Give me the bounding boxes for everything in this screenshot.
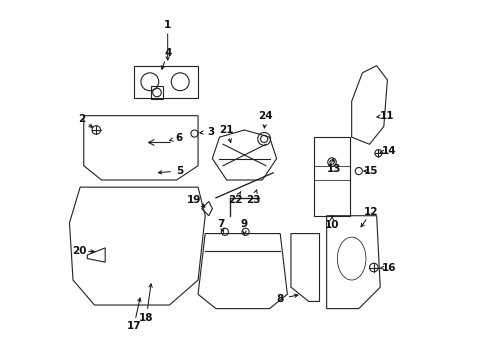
Text: 6: 6 — [176, 133, 183, 143]
Text: 18: 18 — [139, 312, 153, 323]
Bar — [134, 66, 198, 98]
Text: 10: 10 — [324, 220, 339, 230]
Text: 16: 16 — [381, 262, 396, 273]
Text: 5: 5 — [176, 166, 183, 176]
Text: 2: 2 — [78, 114, 85, 124]
Text: 20: 20 — [72, 247, 86, 256]
Text: 8: 8 — [276, 294, 283, 303]
Text: 19: 19 — [187, 195, 201, 204]
Text: 3: 3 — [206, 127, 214, 137]
Text: 21: 21 — [219, 125, 233, 135]
Text: 24: 24 — [257, 111, 272, 121]
Text: 14: 14 — [381, 147, 396, 157]
Text: 9: 9 — [241, 219, 247, 229]
Text: 12: 12 — [364, 207, 378, 217]
Text: 4: 4 — [163, 48, 171, 58]
Bar — [150, 86, 163, 99]
Bar — [313, 137, 349, 216]
Text: 1: 1 — [164, 19, 171, 30]
Text: 11: 11 — [379, 111, 394, 121]
Text: 23: 23 — [245, 195, 260, 204]
Text: 17: 17 — [126, 321, 141, 332]
Text: 7: 7 — [217, 219, 224, 229]
Text: 13: 13 — [326, 164, 340, 174]
Text: 22: 22 — [228, 195, 243, 204]
Text: 15: 15 — [364, 166, 378, 176]
